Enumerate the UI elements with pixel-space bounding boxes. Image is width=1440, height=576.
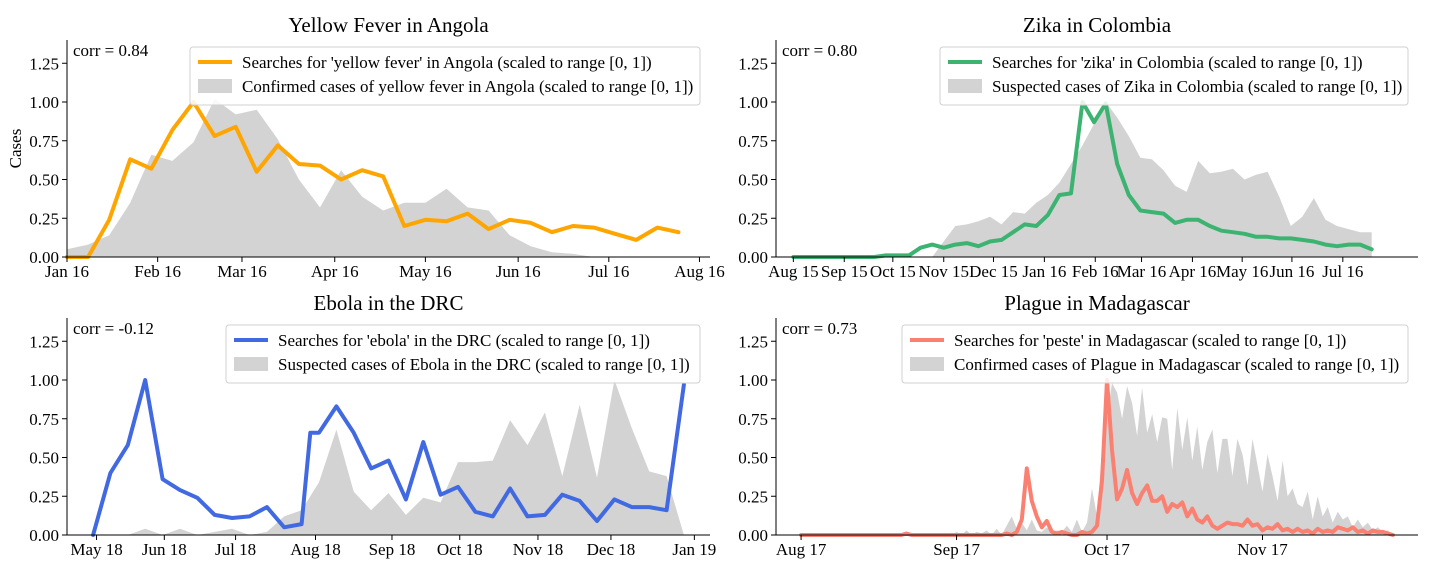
x-tick-label: Oct 18 bbox=[437, 540, 483, 559]
chart-panel-1: 0.00 0.25 0.50 0.75 1.00 1.25 Jan 16 Feb 16 Mar … bbox=[6, 13, 725, 281]
y-tick-label: 0.75 bbox=[738, 410, 768, 429]
legend-area-swatch bbox=[948, 79, 982, 93]
legend: Searches for 'peste' in Madagascar (scal… bbox=[901, 324, 1409, 384]
y-tick-label: 1.25 bbox=[29, 54, 59, 73]
y-tick-label: 0.00 bbox=[29, 248, 59, 267]
legend-label: Searches for 'yellow fever' in Angola (s… bbox=[242, 53, 652, 72]
legend-area-swatch bbox=[910, 357, 944, 371]
y-tick-label: 1.25 bbox=[29, 332, 59, 351]
correlation-annotation: corr = 0.80 bbox=[782, 41, 857, 60]
area-series-cases bbox=[951, 383, 1393, 535]
legend-area-swatch bbox=[234, 357, 268, 371]
x-tick-label: Jul 16 bbox=[588, 262, 629, 281]
x-tick-label: Feb 16 bbox=[1072, 262, 1119, 281]
line-series-searches bbox=[799, 378, 1395, 537]
legend-box bbox=[189, 46, 701, 106]
x-tick-label: Aug 16 bbox=[674, 262, 725, 281]
y-tick-label: 0.00 bbox=[738, 526, 768, 545]
y-tick-label: 0.75 bbox=[29, 410, 59, 429]
x-tick-label: Sep 15 bbox=[821, 262, 868, 281]
chart-title: Zika in Colombia bbox=[1023, 13, 1172, 37]
x-tick-label: Sep 17 bbox=[933, 540, 980, 559]
chart-title: Plague in Madagascar bbox=[1004, 291, 1189, 315]
y-tick-label: 0.50 bbox=[738, 171, 768, 190]
x-tick-label: Apr 16 bbox=[1169, 262, 1217, 281]
y-tick-label: 0.50 bbox=[29, 449, 59, 468]
x-tick-label: Aug 15 bbox=[768, 262, 819, 281]
correlation-annotation: corr = 0.73 bbox=[782, 319, 857, 338]
x-tick-label: Jul 18 bbox=[215, 540, 256, 559]
area-series-cases bbox=[932, 102, 1372, 257]
chart-title: Yellow Fever in Angola bbox=[288, 13, 489, 37]
x-tick-label: Jun 18 bbox=[142, 540, 187, 559]
legend: Searches for 'ebola' in the DRC (scaled … bbox=[225, 324, 701, 384]
x-tick-label: Nov 18 bbox=[513, 540, 564, 559]
x-tick-label: Mar 16 bbox=[217, 262, 267, 281]
legend-label: Suspected cases of Zika in Colombia (sca… bbox=[992, 77, 1402, 96]
y-tick-label: 1.25 bbox=[738, 332, 768, 351]
x-tick-label: Jan 16 bbox=[45, 262, 89, 281]
x-tick-label: Dec 18 bbox=[587, 540, 636, 559]
y-tick-label: 1.00 bbox=[738, 371, 768, 390]
legend-label: Confirmed cases of yellow fever in Angol… bbox=[242, 77, 693, 96]
x-tick-label: Sep 18 bbox=[369, 540, 416, 559]
x-tick-label: Aug 18 bbox=[290, 540, 341, 559]
x-tick-label: May 18 bbox=[70, 540, 122, 559]
correlation-annotation: corr = 0.84 bbox=[73, 41, 149, 60]
area-series-cases bbox=[93, 380, 684, 535]
chart-panel-3: 0.00 0.25 0.50 0.75 1.00 1.25 May 18 Jun 18 Jul … bbox=[29, 291, 716, 559]
chart-panel-2: 0.00 0.25 0.50 0.75 1.00 1.25 Aug 15 Sep 15 Oct … bbox=[738, 13, 1418, 281]
x-tick-label: May 16 bbox=[399, 262, 451, 281]
legend-box bbox=[939, 46, 1409, 106]
legend-label: Suspected cases of Ebola in the DRC (sca… bbox=[278, 355, 690, 374]
y-axis-label: Cases bbox=[6, 129, 25, 169]
x-tick-label: Jun 16 bbox=[1269, 262, 1314, 281]
legend-label: Searches for 'zika' in Colombia (scaled … bbox=[992, 53, 1363, 72]
line-series-searches bbox=[65, 100, 681, 259]
legend-label: Searches for 'peste' in Madagascar (scal… bbox=[954, 331, 1346, 350]
y-tick-label: 0.25 bbox=[738, 487, 768, 506]
y-tick-label: 0.50 bbox=[29, 171, 59, 190]
y-tick-label: 0.25 bbox=[29, 487, 59, 506]
x-tick-label: Oct 15 bbox=[870, 262, 916, 281]
y-tick-label: 0.25 bbox=[738, 209, 768, 228]
x-tick-label: Aug 17 bbox=[776, 540, 827, 559]
x-tick-label: Apr 16 bbox=[311, 262, 359, 281]
x-tick-label: Jun 16 bbox=[496, 262, 541, 281]
chart-title: Ebola in the DRC bbox=[314, 291, 464, 315]
legend-box bbox=[225, 324, 701, 384]
x-tick-label: Oct 17 bbox=[1084, 540, 1130, 559]
x-tick-label: Nov 17 bbox=[1237, 540, 1288, 559]
legend-area-swatch bbox=[198, 79, 232, 93]
x-tick-label: Feb 16 bbox=[134, 262, 181, 281]
y-tick-label: 1.25 bbox=[738, 54, 768, 73]
x-tick-label: Jan 16 bbox=[1022, 262, 1066, 281]
y-tick-label: 1.00 bbox=[29, 93, 59, 112]
x-tick-label: Dec 15 bbox=[969, 262, 1018, 281]
legend: Searches for 'yellow fever' in Angola (s… bbox=[189, 46, 701, 106]
legend: Searches for 'zika' in Colombia (scaled … bbox=[939, 46, 1409, 106]
x-tick-label: Jul 16 bbox=[1322, 262, 1363, 281]
y-tick-label: 0.75 bbox=[738, 132, 768, 151]
x-tick-label: May 16 bbox=[1216, 262, 1268, 281]
legend-label: Confirmed cases of Plague in Madagascar … bbox=[954, 355, 1399, 374]
y-tick-label: 0.75 bbox=[29, 132, 59, 151]
y-tick-label: 0.50 bbox=[738, 449, 768, 468]
legend-label: Searches for 'ebola' in the DRC (scaled … bbox=[278, 331, 650, 350]
y-tick-label: 1.00 bbox=[29, 371, 59, 390]
x-tick-label: Nov 15 bbox=[918, 262, 969, 281]
legend-box bbox=[901, 324, 1409, 384]
line-series-searches bbox=[91, 378, 686, 537]
x-tick-label: Mar 16 bbox=[1117, 262, 1167, 281]
y-tick-label: 0.00 bbox=[29, 526, 59, 545]
correlation-annotation: corr = -0.12 bbox=[73, 319, 154, 338]
y-tick-label: 0.00 bbox=[738, 248, 768, 267]
y-tick-label: 0.25 bbox=[29, 209, 59, 228]
chart-panel-4: 0.00 0.25 0.50 0.75 1.00 1.25 Aug 17 Sep 17 Oct … bbox=[738, 291, 1418, 559]
y-tick-label: 1.00 bbox=[738, 93, 768, 112]
x-tick-label: Jan 19 bbox=[672, 540, 716, 559]
